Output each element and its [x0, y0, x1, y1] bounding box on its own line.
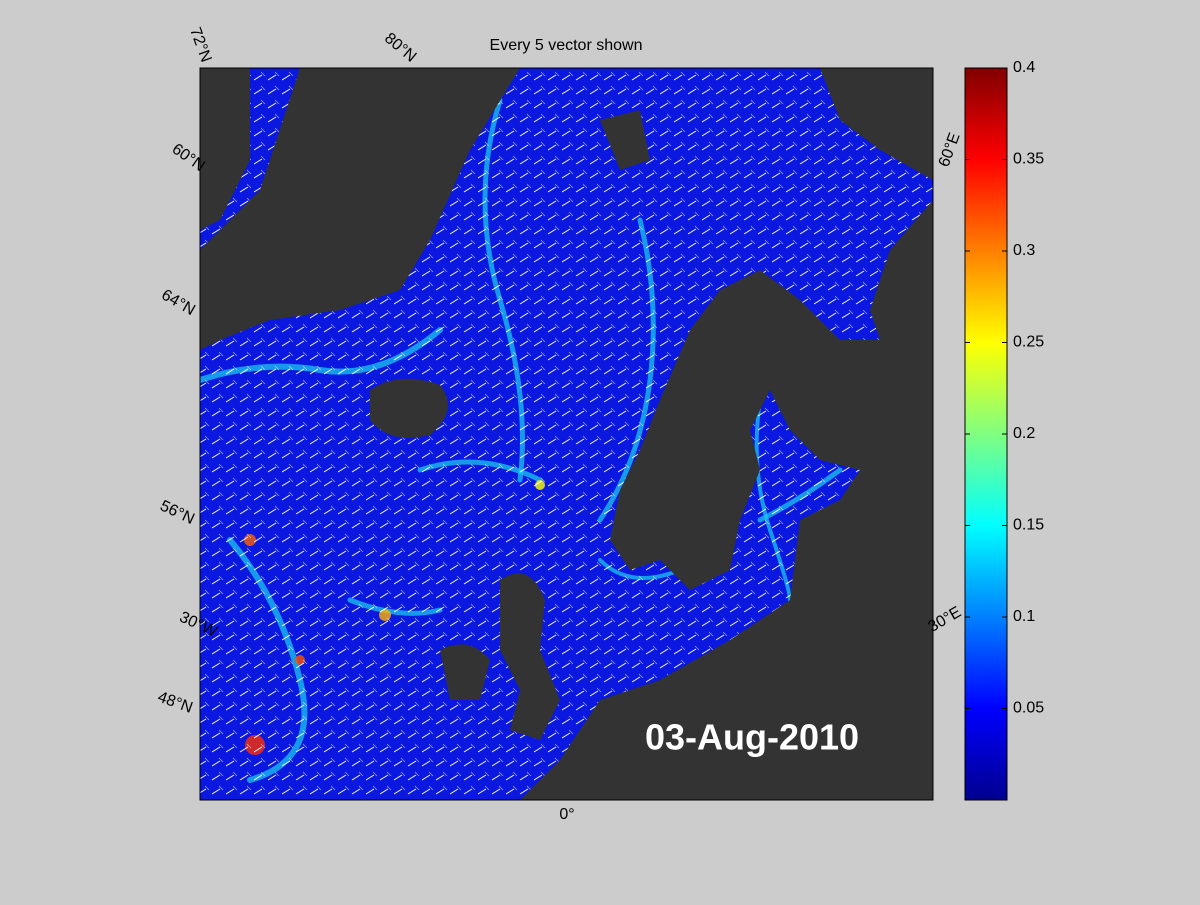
colorbar-tick-label: 0.4: [1013, 59, 1035, 76]
land: [200, 68, 933, 800]
map-frame: [199, 67, 934, 801]
colorbar-tick-label: 0.25: [1013, 334, 1044, 351]
date-label: 03-Aug-2010: [645, 717, 859, 758]
colorbar-tick-label: 0.2: [1013, 425, 1035, 442]
colorbar-tick-label: 0.1: [1013, 608, 1035, 625]
colorbar-tick-label: 0.35: [1013, 151, 1044, 168]
colorbar-tick-label: 0.15: [1013, 517, 1044, 534]
colorbar-tick-label: 0.3: [1013, 242, 1035, 259]
colorbar-tick-label: 0.05: [1013, 700, 1044, 717]
title: Every 5 vector shown: [490, 37, 643, 54]
colorbar: [964, 67, 1008, 801]
lon-label: 0°: [559, 806, 574, 823]
map: 03-Aug-2010: [200, 68, 933, 800]
